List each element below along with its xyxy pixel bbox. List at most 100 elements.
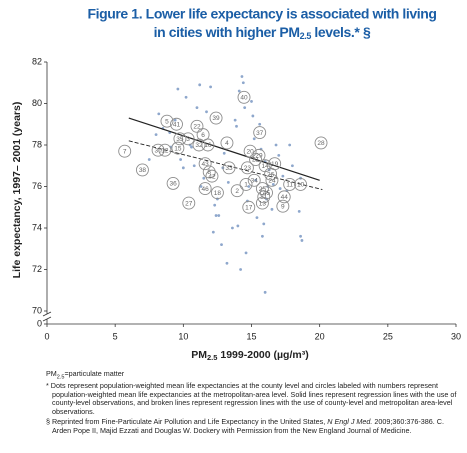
y-tick-label: 80 <box>32 98 42 108</box>
dot <box>157 112 161 116</box>
metro-circle <box>209 111 223 125</box>
metro-circle <box>265 173 279 187</box>
dot <box>184 95 188 99</box>
dot <box>237 89 241 93</box>
y-tick-label: 74 <box>32 222 42 232</box>
x-tick-label: 5 <box>113 331 118 341</box>
metro-label: 41 <box>173 121 181 128</box>
metro-circle <box>160 114 174 128</box>
metro-circle <box>135 163 149 177</box>
dot <box>299 234 302 238</box>
dot <box>240 75 244 78</box>
dot <box>255 216 259 220</box>
metro-label: 19 <box>271 161 279 168</box>
chart-title-line: in cities with higher PM2.5 levels.* § <box>154 24 371 42</box>
metro-label: 7 <box>123 148 127 155</box>
metro-circle <box>170 117 183 131</box>
dot <box>147 158 151 161</box>
metro-circle <box>205 169 219 183</box>
metro-label: 1 <box>244 182 248 189</box>
dot <box>217 214 221 217</box>
y-tick-label: 82 <box>32 56 42 66</box>
dot <box>225 261 229 265</box>
metro-circle <box>252 148 266 162</box>
metro-circle <box>277 190 291 204</box>
dot <box>213 203 217 207</box>
metro-label: 21 <box>252 157 260 164</box>
dot <box>226 180 230 184</box>
metro-circle <box>294 177 308 191</box>
metro-label: 5 <box>165 118 169 125</box>
metro-circle <box>260 186 273 200</box>
metro-label: 38 <box>139 167 147 174</box>
metro-circle <box>173 132 187 146</box>
dot <box>202 176 206 180</box>
dot <box>274 143 278 147</box>
dot <box>231 226 234 230</box>
footnote-subscript: 2.5 <box>56 374 65 381</box>
dot <box>258 122 262 126</box>
x-tick-label: 10 <box>178 331 188 341</box>
metro-circle <box>220 136 234 150</box>
dot <box>243 106 247 110</box>
metro-label: 33 <box>225 165 233 172</box>
chart: Figure 1. Lower life expectancy is assoc… <box>11 6 461 362</box>
metro-label: 16 <box>204 142 212 149</box>
dot <box>222 151 226 155</box>
metro-label: 6 <box>201 132 205 139</box>
dot <box>236 224 240 228</box>
axis-break <box>42 316 52 322</box>
dot <box>233 118 237 122</box>
dot <box>244 251 248 255</box>
x-tick-label: 20 <box>315 331 325 341</box>
metro-label: 42 <box>208 173 216 180</box>
metro-label: 45 <box>263 190 271 197</box>
dot <box>190 145 193 149</box>
metro-label: 30 <box>154 147 162 154</box>
footnote: * Dots represent population-weighted mea… <box>46 381 457 416</box>
dot <box>251 114 255 118</box>
metro-label: 40 <box>240 94 248 101</box>
footnote-text: PM <box>46 369 57 378</box>
y-tick-label: 78 <box>32 139 42 149</box>
dot <box>209 85 213 89</box>
metro-label: 11 <box>286 182 293 189</box>
metro-circle <box>242 200 256 214</box>
dot <box>176 87 180 91</box>
y-axis-label: Life expectancy, 1997– 2001 (years) <box>11 102 23 279</box>
metro-circle <box>198 157 212 171</box>
metro-circle <box>255 182 269 196</box>
metro-circle <box>237 90 251 104</box>
metro-label: 36 <box>169 181 177 188</box>
footnote: PM2.5=particulate matter <box>46 369 456 382</box>
metro-circle <box>118 144 132 158</box>
dot <box>181 166 185 170</box>
x-label-subscript: 2.5 <box>207 353 217 362</box>
dot <box>297 210 301 213</box>
metro-circle <box>151 143 165 157</box>
metro-label: 28 <box>317 140 325 147</box>
x-tick-label: 0 <box>44 331 49 341</box>
dot <box>300 239 304 242</box>
dot <box>192 164 196 168</box>
metro-circle <box>249 153 263 166</box>
metro-circle <box>276 199 290 213</box>
dot <box>220 243 223 247</box>
y-tick-label: 72 <box>32 264 42 274</box>
dot <box>235 124 238 128</box>
metro-circle <box>230 184 244 198</box>
metro-label: 29 <box>255 153 263 160</box>
metro-circle <box>181 132 195 146</box>
dot <box>195 106 199 110</box>
dot <box>278 187 282 190</box>
metro-label: 39 <box>212 115 220 122</box>
metro-circle <box>222 161 236 175</box>
x-axis-label: PM2.5 1999-2000 (µg/m³) <box>191 349 308 362</box>
metro-label: 12 <box>161 147 169 154</box>
chart-title-line: Figure 1. Lower life expectancy is assoc… <box>87 6 436 22</box>
metro-label: 17 <box>245 204 253 211</box>
dot <box>254 178 257 182</box>
metro-label: 43 <box>202 161 210 168</box>
y-tick-label: 76 <box>32 181 42 191</box>
metro-label: 9 <box>281 203 285 210</box>
